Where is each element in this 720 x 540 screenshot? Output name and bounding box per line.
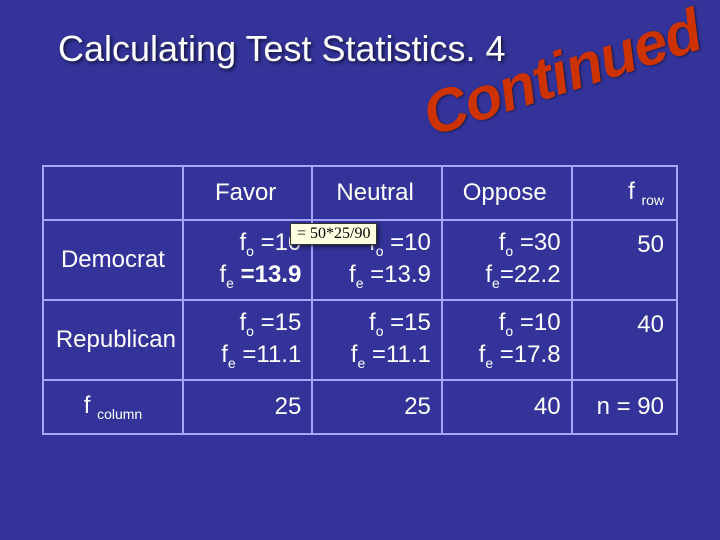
footer-total: n = 90 [572, 380, 677, 434]
row-label-democrat: Democrat [43, 220, 183, 300]
fo-rest: =10 [513, 309, 560, 336]
cell-democrat-oppose: fo =30 fe=22.2 [442, 220, 572, 300]
fe-prefix: f [221, 341, 228, 368]
fe-rest: =13.9 [363, 261, 430, 288]
table-footer-row: f column 25 25 40 n = 90 [43, 380, 677, 434]
fo-rest: =15 [384, 309, 431, 336]
fe-rest: =11.1 [365, 341, 431, 368]
formula-tooltip: = 50*25/90 [290, 223, 377, 245]
fe-rest: =11.1 [236, 341, 302, 368]
footer-neutral: 25 [312, 380, 442, 434]
fe-sub: e [228, 355, 236, 371]
table-row: Republican fo =15 fe =11.1 fo =15 fe =11… [43, 300, 677, 380]
cell-republican-favor: fo =15 fe =11.1 [183, 300, 312, 380]
fo-rest: =10 [384, 229, 431, 256]
cell-democrat-frow: 50 [572, 220, 677, 300]
fo-prefix: f [369, 309, 376, 336]
table-header-row: Favor Neutral Oppose f row [43, 166, 677, 220]
stats-table-container: Favor Neutral Oppose f row Democrat fo =… [42, 165, 678, 435]
fo-sub: o [246, 243, 254, 259]
cell-republican-oppose: fo =10 fe =17.8 [442, 300, 572, 380]
fo-sub: o [505, 323, 513, 339]
fcol-prefix: f [84, 392, 97, 419]
continued-stamp: Continued [414, 0, 709, 150]
header-frow: f row [572, 166, 677, 220]
header-favor: Favor [183, 166, 312, 220]
fcol-sub: column [97, 406, 142, 422]
frow-prefix: f [628, 178, 641, 205]
fe-rest: =17.8 [493, 341, 560, 368]
fe-rest: =13.9 [234, 261, 301, 288]
fo-sub: o [376, 323, 384, 339]
fo-sub: o [505, 243, 513, 259]
fo-rest: =30 [513, 229, 560, 256]
header-oppose: Oppose [442, 166, 572, 220]
fe-prefix: f [349, 261, 356, 288]
header-neutral: Neutral [312, 166, 442, 220]
frow-sub: row [641, 192, 664, 208]
fe-rest: =22.2 [500, 261, 561, 288]
row-label-republican: Republican [43, 300, 183, 380]
fe-sub: e [485, 355, 493, 371]
fe-sub: e [492, 275, 500, 291]
fo-sub: o [246, 323, 254, 339]
header-blank [43, 166, 183, 220]
fe-prefix: f [485, 261, 492, 288]
fo-rest: =15 [254, 309, 301, 336]
cell-republican-neutral: fo =15 fe =11.1 [312, 300, 442, 380]
fe-sub: e [226, 275, 234, 291]
cell-republican-frow: 40 [572, 300, 677, 380]
footer-oppose: 40 [442, 380, 572, 434]
slide-title: Calculating Test Statistics. 4 [58, 28, 506, 70]
footer-favor: 25 [183, 380, 312, 434]
footer-label: f column [43, 380, 183, 434]
stats-table: Favor Neutral Oppose f row Democrat fo =… [42, 165, 678, 435]
